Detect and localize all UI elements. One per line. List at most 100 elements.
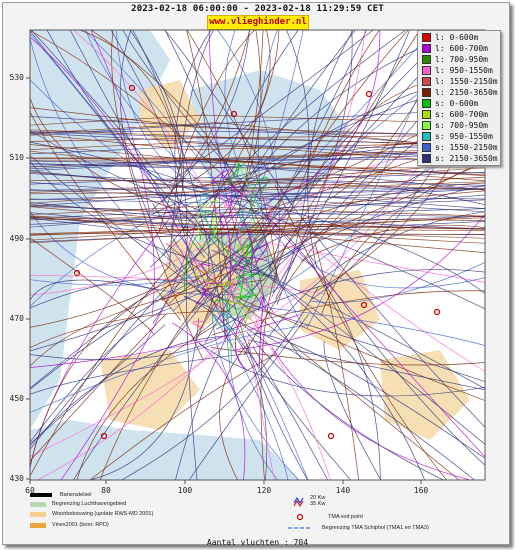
flight-track (210, 347, 485, 366)
flight-track (258, 296, 264, 367)
flight-track (192, 30, 271, 181)
flight-track (30, 199, 485, 212)
legend-item-airport: Begrenzing Luchthavengebied (30, 501, 126, 507)
flight-track (267, 204, 485, 372)
flight-track (323, 340, 382, 480)
flight-track (237, 274, 267, 293)
legend-label: l: 950-1550m (435, 66, 493, 75)
flight-track (30, 215, 485, 230)
flight-track (195, 290, 485, 382)
x-tick-label: 160 (413, 486, 429, 495)
flight-track (30, 160, 485, 191)
flight-track (184, 233, 201, 293)
flight-track (30, 108, 485, 136)
flight-track (30, 282, 179, 466)
flight-track (30, 215, 485, 244)
flight-track (30, 243, 308, 352)
legend-swatch (422, 110, 431, 119)
flight-track (30, 250, 268, 286)
flight-track (234, 214, 485, 351)
flight-tracks (30, 30, 485, 480)
flight-track (30, 352, 251, 395)
flight-track (204, 269, 226, 286)
flight-track (30, 141, 268, 221)
flight-track (219, 195, 242, 252)
legend-swatch (422, 88, 431, 97)
legend-row: s: 0-600m (418, 98, 500, 109)
bottom-legend: Banenstelsel Begrenzing Luchthavengebied… (30, 492, 490, 540)
flight-track (30, 150, 485, 169)
flight-track (30, 216, 485, 231)
legend-label: s: 1550-2150m (435, 143, 498, 152)
flight-track (37, 256, 292, 480)
legend-swatch (422, 121, 431, 130)
tma-exit-marker (73, 269, 81, 277)
legend-label: s: 700-950m (435, 121, 488, 130)
legend-label: l: 2150-3650m (435, 88, 498, 97)
flight-track (30, 279, 156, 301)
flight-track (170, 242, 331, 480)
flight-track (275, 30, 353, 300)
flight-track (151, 181, 485, 216)
flight-track (30, 176, 485, 204)
flight-track (30, 167, 485, 193)
altitude-legend: l: 0-600m l: 600-700m l: 700-950m l: 950-15… (417, 30, 501, 166)
flight-track (30, 97, 204, 218)
flight-track (30, 216, 485, 221)
legend-swatch (422, 66, 431, 75)
x-tick-label: 140 (335, 486, 351, 495)
flight-track (212, 309, 237, 330)
flight-track (30, 188, 485, 197)
flight-track (235, 317, 246, 369)
flight-track (192, 321, 205, 329)
flight-track (30, 310, 231, 349)
flight-track (224, 285, 236, 303)
urban-area-south (100, 350, 200, 430)
flight-track (159, 30, 256, 231)
x-tick-marks (29, 480, 422, 484)
flight-track (236, 243, 249, 300)
flight-track (30, 197, 275, 389)
flight-track (30, 206, 485, 230)
flight-track (225, 301, 248, 350)
y-tick-label: 530 (9, 73, 24, 82)
flight-track (30, 216, 485, 239)
map-border (29, 29, 486, 481)
flight-track (89, 317, 200, 480)
flight-track (248, 339, 485, 391)
flight-track (224, 272, 240, 288)
flight-track (30, 237, 154, 335)
flight-track (225, 291, 485, 401)
flight-track (30, 132, 485, 160)
time-range-title: 2023-02-18 06:00:00 - 2023-02-18 11:29:5… (131, 4, 384, 14)
legend-label: s: 950-1550m (435, 132, 493, 141)
tma-exit-marker (100, 432, 108, 440)
flight-count: Aantal vluchten : 704 (206, 538, 309, 547)
y-tick-label: 470 (9, 314, 24, 323)
legend-row: s: 600-700m (418, 109, 500, 120)
runway-label: Banenstelsel (60, 492, 92, 498)
y-tick-marks (26, 77, 30, 480)
flight-track (30, 171, 485, 184)
flight-track (198, 343, 485, 397)
y-tick-label: 430 (9, 474, 24, 483)
flight-track (30, 177, 485, 186)
flight-track (236, 294, 257, 299)
flight-track (30, 163, 485, 174)
southern-water (30, 420, 300, 480)
flight-track (224, 30, 281, 238)
flight-track (122, 30, 262, 202)
flight-track (30, 129, 485, 147)
flight-track (60, 212, 200, 480)
flight-track (30, 314, 301, 368)
flight-track (231, 306, 246, 322)
flight-track (31, 30, 302, 360)
flight-track (30, 158, 485, 176)
flight-track (30, 231, 485, 236)
legend-label: s: 0-600m (435, 99, 479, 108)
tma-exit-marker (230, 110, 238, 118)
wind-label-35: 35 Kw (310, 501, 326, 507)
flight-track (30, 188, 485, 204)
flight-track (30, 350, 220, 457)
flight-track (252, 346, 329, 480)
